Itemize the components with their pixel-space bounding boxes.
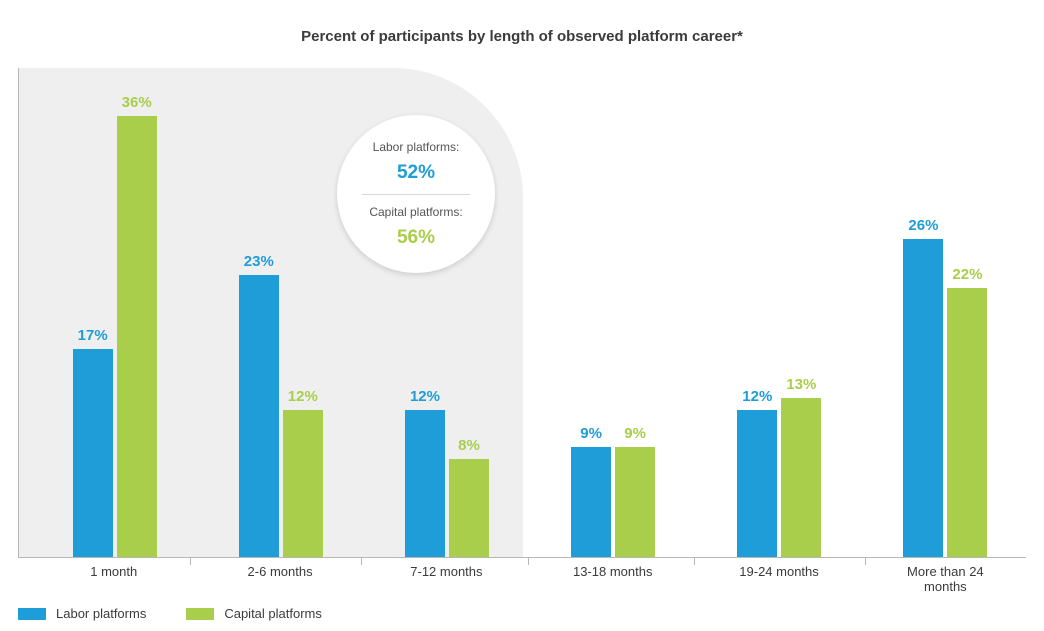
bar-group: 26%22% [903,239,987,558]
plot-area: Labor platforms: 52% Capital platforms: … [18,68,1026,558]
bar: 13% [781,398,821,557]
bar: 9% [571,447,611,557]
legend-label: Labor platforms [56,606,146,621]
x-axis-category-label: 19-24 months [739,564,819,579]
bar-value-label: 12% [283,388,323,405]
chart-title: Percent of participants by length of obs… [0,0,1044,65]
legend-swatch [186,608,214,620]
callout-divider [362,194,469,195]
bar: 12% [405,410,445,557]
x-axis-category-label: 2-6 months [248,564,313,579]
callout-capital-label: Capital platforms: [357,201,474,223]
bar-value-label: 17% [73,327,113,344]
x-axis-category-label: 13-18 months [573,564,653,579]
bar: 12% [283,410,323,557]
bar-value-label: 36% [117,94,157,111]
bar-group: 9%9% [571,447,655,557]
bar: 23% [239,275,279,557]
x-axis-category-label: 1 month [90,564,137,579]
bar-value-label: 12% [405,388,445,405]
bar-value-label: 12% [737,388,777,405]
bar: 9% [615,447,655,557]
bar-value-label: 26% [903,217,943,234]
bar-value-label: 23% [239,253,279,270]
bar: 8% [449,459,489,557]
bar-value-label: 22% [947,266,987,283]
bar: 36% [117,116,157,557]
bar-group: 17%36% [73,116,157,557]
x-axis-category-label: 7-12 months [410,564,482,579]
bar: 22% [947,288,987,558]
callout-capital-value: 56% [385,223,447,253]
bar: 26% [903,239,943,558]
x-axis-labels: 1 month 2-6 months 7-12 months 13-18 months… [18,558,1026,582]
summary-callout: Labor platforms: 52% Capital platforms: … [337,115,495,273]
bar-group: 23%12% [239,275,323,557]
bar-value-label: 8% [449,437,489,454]
legend-label: Capital platforms [224,606,322,621]
chart-container: Labor platforms: 52% Capital platforms: … [18,68,1026,581]
bar: 17% [73,349,113,557]
legend: Labor platforms Capital platforms [18,606,322,621]
bar-value-label: 9% [615,425,655,442]
legend-item: Labor platforms [18,606,146,621]
bar: 12% [737,410,777,557]
legend-item: Capital platforms [186,606,322,621]
bar-value-label: 13% [781,376,821,393]
bar-group: 12%13% [737,398,821,557]
callout-labor-value: 52% [385,158,447,188]
callout-labor-label: Labor platforms: [361,136,472,158]
legend-swatch [18,608,46,620]
bar-group: 12%8% [405,410,489,557]
x-axis-category-label: More than 24 months [905,564,986,594]
bar-value-label: 9% [571,425,611,442]
